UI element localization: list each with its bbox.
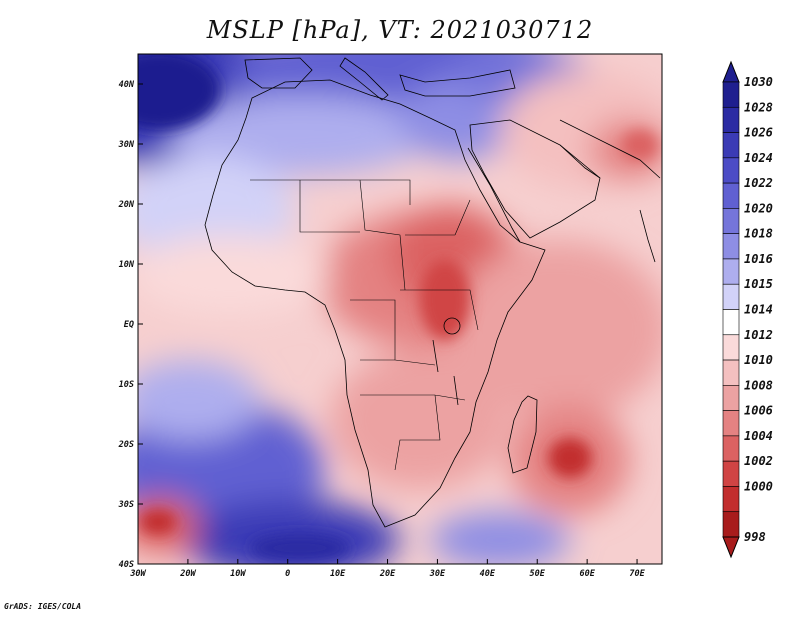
colorbar-level-label: 1006 xyxy=(744,404,773,418)
lon-tick-label: 30W xyxy=(129,569,146,579)
colorbar-swatch xyxy=(722,258,740,285)
colorbar-swatch xyxy=(722,460,740,487)
colorbar-swatch xyxy=(722,233,740,260)
lat-tick-label: 20S xyxy=(118,440,134,450)
lat-tick-label: 40S xyxy=(119,560,134,570)
lon-tick-label: 40E xyxy=(480,569,496,579)
colorbar-level-label: 1014 xyxy=(744,303,773,317)
colorbar-swatch xyxy=(722,486,740,513)
lat-tick-label: 10N xyxy=(119,260,135,270)
credit-text: GrADS: IGES/COLA xyxy=(4,602,82,611)
lon-tick-label: 70E xyxy=(629,569,645,579)
colorbar-swatch xyxy=(722,359,740,386)
lat-tick-label: 40N xyxy=(119,80,135,90)
lake-victoria xyxy=(443,317,461,335)
red-sea xyxy=(467,147,521,243)
africa-coastline xyxy=(204,79,546,528)
colorbar-level-label: 1004 xyxy=(744,429,773,443)
coastlines xyxy=(204,57,661,528)
lon-tick-label: 30E xyxy=(429,569,446,579)
colorbar-level-label: 1015 xyxy=(744,277,773,291)
lat-tick-label: 30S xyxy=(118,500,134,510)
colorbar-swatch xyxy=(722,208,740,234)
lon-tick-label: 50E xyxy=(530,569,546,579)
lat-tick-label: 20N xyxy=(118,200,135,210)
colorbar-level-label: 1008 xyxy=(744,378,773,392)
pressure-field xyxy=(138,54,662,564)
colorbar-level-label: 998 xyxy=(744,530,766,544)
axis-ticks: 30W 20W 10W 0 10E 20E 30E 40E 50E 60E 70E 40N 30N 20N… xyxy=(118,80,646,579)
lat-tick-label: EQ xyxy=(124,320,134,330)
lat-tick-label: 30N xyxy=(118,140,135,150)
colorbar-swatch xyxy=(722,435,740,462)
colorbar-level-label: 1010 xyxy=(744,353,773,367)
colorbar-level-label: 1002 xyxy=(744,454,773,468)
iran-coastline xyxy=(559,119,661,179)
lon-tick-label: 20E xyxy=(379,569,396,579)
colorbar-level-label: 1000 xyxy=(744,479,773,493)
map-title: MSLP [hPa], VT: 2021030712 xyxy=(206,16,594,44)
colorbar-level-label: 1016 xyxy=(744,252,773,266)
colorbar-swatch xyxy=(722,182,740,209)
colorbar-min-arrow xyxy=(722,536,740,559)
colorbar-swatch xyxy=(722,511,740,538)
colorbar-swatch xyxy=(722,157,740,184)
lon-tick-label: 10E xyxy=(330,569,346,579)
lon-tick-label: 0 xyxy=(285,569,290,579)
lake-malawi xyxy=(453,375,459,406)
colorbar-level-label: 1024 xyxy=(744,151,773,165)
lon-tick-label: 10W xyxy=(230,569,246,579)
colorbar-level-label: 1030 xyxy=(744,75,773,89)
arabia-coastline xyxy=(469,119,601,239)
colorbar-level-label: 1026 xyxy=(744,126,773,140)
colorbar-level-label: 1012 xyxy=(744,328,773,342)
map-frame xyxy=(137,53,663,565)
colorbar-level-label: 1020 xyxy=(744,201,773,215)
india-coastline xyxy=(639,209,656,263)
lon-tick-label: 20W xyxy=(179,569,196,579)
colorbar-level-label: 1022 xyxy=(744,176,773,190)
lake-tanganyika xyxy=(432,339,439,373)
iberia-coastline xyxy=(244,57,313,89)
italy-coastline xyxy=(339,57,389,101)
lat-tick-label: 10S xyxy=(119,380,134,390)
lon-tick-label: 60E xyxy=(579,569,595,579)
colorbar-swatch xyxy=(722,106,740,133)
madagascar-coastline xyxy=(507,395,538,474)
colorbar-swatch xyxy=(722,334,740,361)
colorbar-swatch xyxy=(722,283,740,310)
colorbar-swatch xyxy=(722,309,740,336)
colorbar-level-label: 1028 xyxy=(744,100,773,114)
greece-turkey-coastline xyxy=(399,69,516,97)
colorbar: 1030 1028 1026 1024 1022 1020 1018 1016 1015 1014… xyxy=(722,60,773,559)
colorbar-swatch xyxy=(722,410,740,437)
colorbar-level-label: 1018 xyxy=(744,227,773,241)
colorbar-swatch xyxy=(722,81,740,108)
colorbar-max-arrow xyxy=(722,60,740,83)
persian-gulf xyxy=(559,144,601,179)
colorbar-swatch xyxy=(722,132,740,159)
country-borders xyxy=(250,179,479,471)
colorbar-swatch xyxy=(722,385,740,411)
